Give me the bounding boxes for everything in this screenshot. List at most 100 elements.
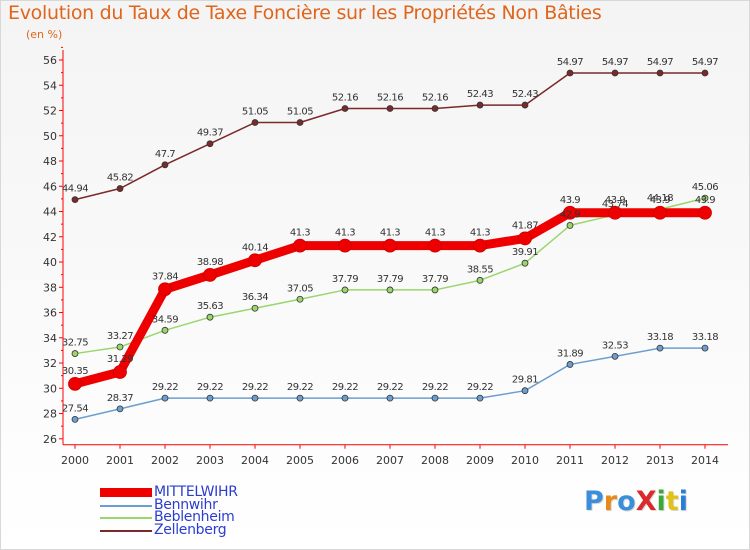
data-label: 43.74 bbox=[602, 199, 628, 210]
data-label: 49.37 bbox=[197, 128, 223, 139]
data-label: 29.22 bbox=[197, 382, 223, 393]
data-label: 43.9 bbox=[605, 195, 625, 206]
data-point bbox=[71, 350, 79, 357]
x-tick-label: 2007 bbox=[376, 454, 404, 467]
data-point bbox=[521, 101, 529, 109]
data-point bbox=[206, 394, 214, 402]
data-label: 45.06 bbox=[692, 182, 718, 193]
data-point bbox=[518, 231, 532, 246]
data-label: 41.3 bbox=[380, 228, 400, 239]
data-label: 29.22 bbox=[332, 382, 358, 393]
data-label: 32.75 bbox=[62, 338, 88, 349]
data-point bbox=[521, 387, 529, 395]
data-label: 39.91 bbox=[512, 247, 538, 258]
data-point bbox=[206, 140, 214, 148]
data-label: 54.97 bbox=[602, 57, 628, 68]
data-label: 36.34 bbox=[242, 292, 268, 303]
data-point bbox=[248, 253, 262, 268]
x-tick-label: 2000 bbox=[61, 454, 89, 467]
x-tick-label: 2008 bbox=[421, 454, 449, 467]
data-point bbox=[386, 394, 394, 402]
data-label: 54.97 bbox=[692, 57, 718, 68]
data-label: 29.22 bbox=[377, 382, 403, 393]
data-point bbox=[656, 69, 664, 77]
x-tick-label: 2005 bbox=[286, 454, 314, 467]
data-label: 31.29 bbox=[107, 354, 133, 365]
x-tick-label: 2014 bbox=[691, 454, 719, 467]
data-label: 41.3 bbox=[335, 228, 355, 239]
legend-label: Beblenheim bbox=[154, 509, 235, 525]
data-point bbox=[566, 361, 574, 368]
data-label: 41.3 bbox=[470, 228, 490, 239]
data-point bbox=[701, 344, 709, 352]
data-label: 41.87 bbox=[512, 220, 538, 231]
data-label: 35.63 bbox=[197, 301, 223, 312]
data-point bbox=[71, 415, 79, 423]
y-tick-label: 28 bbox=[43, 408, 57, 421]
data-label: 29.22 bbox=[467, 382, 493, 393]
data-label: 47.7 bbox=[155, 149, 175, 160]
data-point bbox=[206, 313, 214, 321]
data-label: 45.82 bbox=[107, 173, 133, 184]
y-tick-label: 26 bbox=[43, 433, 57, 446]
data-label: 33.18 bbox=[692, 332, 718, 343]
y-tick-label: 36 bbox=[43, 307, 57, 320]
data-point bbox=[476, 276, 484, 284]
x-tick-label: 2001 bbox=[106, 454, 134, 467]
x-tick-label: 2003 bbox=[196, 454, 224, 467]
chart-title: Evolution du Taux de Taxe Foncière sur l… bbox=[8, 2, 602, 24]
data-label: 43.9 bbox=[650, 195, 670, 206]
data-label: 29.22 bbox=[287, 382, 313, 393]
data-point bbox=[386, 105, 394, 112]
data-label: 54.97 bbox=[647, 57, 673, 68]
data-label: 43.9 bbox=[695, 195, 715, 206]
x-tick-label: 2004 bbox=[241, 454, 269, 467]
y-tick-label: 34 bbox=[43, 332, 57, 345]
data-point bbox=[251, 119, 259, 126]
data-point bbox=[203, 268, 217, 282]
data-label: 51.05 bbox=[242, 107, 268, 118]
proxiti-logo: ProXiti bbox=[584, 486, 688, 517]
data-point bbox=[431, 286, 439, 294]
data-point bbox=[158, 282, 172, 297]
data-point bbox=[521, 259, 529, 267]
data-point bbox=[383, 238, 397, 253]
legend-label: Bennwihr bbox=[154, 496, 218, 513]
data-point bbox=[566, 69, 574, 77]
data-point bbox=[476, 394, 484, 402]
y-tick-label: 30 bbox=[43, 382, 57, 395]
data-point bbox=[161, 326, 169, 334]
unit-label: (en %) bbox=[26, 28, 63, 41]
data-label: 29.22 bbox=[422, 382, 448, 393]
data-point bbox=[161, 161, 169, 169]
data-label: 41.3 bbox=[425, 228, 445, 239]
y-tick-label: 44 bbox=[43, 206, 57, 219]
y-tick-label: 42 bbox=[43, 231, 57, 244]
data-label: 31.89 bbox=[557, 348, 583, 359]
y-tick-label: 38 bbox=[43, 281, 57, 294]
data-label: 37.79 bbox=[332, 274, 358, 285]
legend-swatch bbox=[100, 488, 152, 497]
data-point bbox=[341, 286, 349, 294]
data-label: 41.3 bbox=[290, 228, 310, 239]
data-label: 37.84 bbox=[152, 271, 178, 282]
data-label: 28.37 bbox=[107, 393, 133, 404]
x-tick-label: 2009 bbox=[466, 454, 494, 467]
data-point bbox=[608, 205, 622, 220]
data-label: 29.22 bbox=[152, 382, 178, 393]
data-point bbox=[251, 304, 259, 312]
data-point bbox=[656, 344, 664, 352]
data-label: 44.94 bbox=[62, 184, 88, 195]
data-point bbox=[611, 69, 619, 77]
data-label: 33.27 bbox=[107, 331, 133, 342]
data-label: 29.22 bbox=[242, 382, 268, 393]
y-tick-label: 46 bbox=[43, 180, 57, 193]
data-point bbox=[296, 119, 304, 126]
x-tick-label: 2002 bbox=[151, 454, 179, 467]
data-point bbox=[338, 238, 352, 253]
data-label: 37.79 bbox=[422, 274, 448, 285]
data-point bbox=[341, 394, 349, 402]
y-tick-label: 56 bbox=[43, 54, 57, 67]
